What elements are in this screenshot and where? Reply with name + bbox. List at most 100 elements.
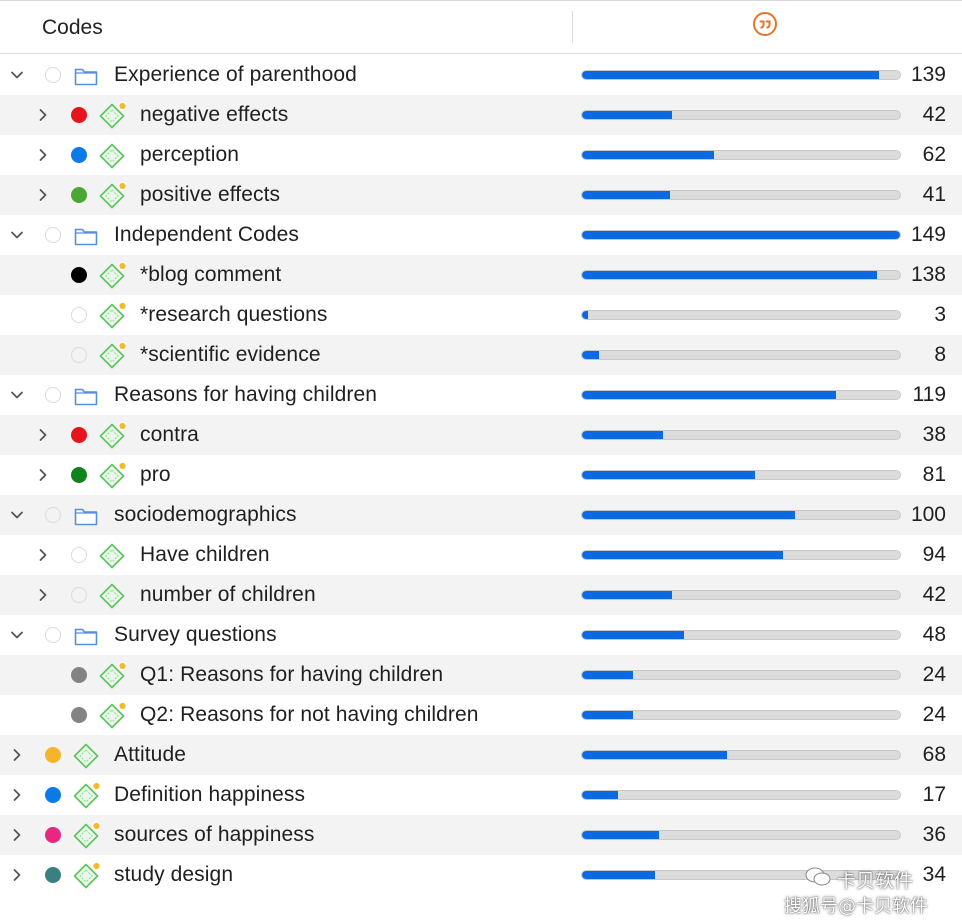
quotation-count: 42 (922, 583, 946, 606)
code-row[interactable]: sources of happiness 36 (0, 815, 962, 855)
code-icon (98, 142, 126, 170)
code-color-dot[interactable] (45, 507, 61, 523)
chevron-right-icon[interactable] (35, 547, 51, 563)
frequency-bar-fill (582, 231, 900, 239)
code-row[interactable]: *scientific evidence 8 (0, 335, 962, 375)
code-icon (98, 181, 127, 210)
code-row[interactable]: study design 34 (0, 855, 962, 895)
code-color-dot[interactable] (45, 627, 61, 643)
watermark-line1: 卡贝软件 (837, 870, 914, 892)
code-row[interactable]: negative effects 42 (0, 95, 962, 135)
chevron-right-icon[interactable] (9, 867, 25, 883)
code-color-dot[interactable] (71, 707, 87, 723)
quotation-count: 68 (922, 743, 946, 766)
codes-column-header[interactable]: Codes (42, 16, 103, 39)
code-color-dot[interactable] (71, 347, 87, 363)
code-label: Q2: Reasons for not having children (140, 703, 479, 726)
frequency-bar-fill (582, 631, 685, 639)
code-row[interactable]: number of children 42 (0, 575, 962, 615)
chevron-right-icon[interactable] (35, 587, 51, 603)
chevron-right-icon[interactable] (9, 827, 25, 843)
code-row[interactable]: *blog comment 138 (0, 255, 962, 295)
frequency-bar (581, 550, 901, 560)
column-separator[interactable] (572, 11, 573, 43)
code-color-dot[interactable] (71, 427, 87, 443)
code-color-dot[interactable] (71, 667, 87, 683)
frequency-bar-fill (582, 391, 836, 399)
chevron-down-icon[interactable] (9, 227, 25, 243)
code-label: study design (114, 863, 234, 886)
code-row[interactable]: Attitude 68 (0, 735, 962, 775)
code-label: *scientific evidence (140, 343, 321, 366)
codes-table-header: Codes (0, 0, 962, 54)
code-label: Reasons for having children (114, 383, 378, 406)
frequency-bar (581, 750, 901, 760)
chevron-down-icon[interactable] (9, 507, 25, 523)
chevron-down-icon[interactable] (9, 67, 25, 83)
quotation-count: 100 (910, 503, 946, 526)
code-color-dot[interactable] (71, 467, 87, 483)
code-row[interactable]: perception 62 (0, 135, 962, 175)
frequency-bar (581, 390, 901, 400)
quotation-count: 81 (922, 463, 946, 486)
code-row[interactable]: Definition happiness 17 (0, 775, 962, 815)
code-row[interactable]: Reasons for having children 119 (0, 375, 962, 415)
code-row[interactable]: contra 38 (0, 415, 962, 455)
code-color-dot[interactable] (45, 747, 61, 763)
quotation-icon[interactable] (752, 11, 778, 42)
chevron-right-icon[interactable] (35, 147, 51, 163)
code-row[interactable]: pro 81 (0, 455, 962, 495)
frequency-bar-fill (582, 311, 589, 319)
code-row[interactable]: sociodemographics 100 (0, 495, 962, 535)
code-color-dot[interactable] (45, 67, 61, 83)
frequency-bar (581, 190, 901, 200)
code-color-dot[interactable] (45, 787, 61, 803)
code-color-dot[interactable] (71, 147, 87, 163)
quotation-count: 119 (912, 383, 946, 406)
code-row[interactable]: *research questions 3 (0, 295, 962, 335)
quotation-count: 34 (922, 863, 946, 886)
chevron-right-icon[interactable] (35, 427, 51, 443)
code-label: *blog comment (140, 263, 282, 286)
frequency-bar (581, 870, 901, 880)
code-row[interactable]: Have children 94 (0, 535, 962, 575)
code-color-dot[interactable] (45, 387, 61, 403)
code-color-dot[interactable] (71, 587, 87, 603)
frequency-bar-fill (582, 591, 672, 599)
code-color-dot[interactable] (71, 187, 87, 203)
chevron-down-icon[interactable] (9, 387, 25, 403)
chevron-right-icon[interactable] (35, 107, 51, 123)
code-color-dot[interactable] (71, 307, 87, 323)
frequency-bar-fill (582, 671, 634, 679)
quotation-count: 139 (910, 63, 946, 86)
codes-tree: Experience of parenthood 139 negative effe… (0, 55, 962, 895)
code-row[interactable]: Survey questions 48 (0, 615, 962, 655)
chevron-right-icon[interactable] (35, 467, 51, 483)
code-color-dot[interactable] (45, 867, 61, 883)
frequency-bar (581, 350, 901, 360)
code-label: contra (140, 423, 199, 446)
code-icon (98, 341, 127, 370)
code-row[interactable]: Q1: Reasons for having children 24 (0, 655, 962, 695)
code-icon (98, 101, 127, 130)
code-color-dot[interactable] (71, 107, 87, 123)
chevron-right-icon[interactable] (9, 787, 25, 803)
code-icon (98, 542, 126, 570)
code-color-dot[interactable] (71, 547, 87, 563)
code-color-dot[interactable] (71, 267, 87, 283)
code-row[interactable]: positive effects 41 (0, 175, 962, 215)
frequency-bar-fill (582, 431, 664, 439)
code-row[interactable]: Q2: Reasons for not having children 24 (0, 695, 962, 735)
code-color-dot[interactable] (45, 227, 61, 243)
chevron-right-icon[interactable] (9, 747, 25, 763)
quotation-count: 62 (922, 143, 946, 166)
frequency-bar-fill (582, 191, 670, 199)
chevron-right-icon[interactable] (35, 187, 51, 203)
code-icon (72, 861, 101, 890)
code-row[interactable]: Independent Codes 149 (0, 215, 962, 255)
code-row[interactable]: Experience of parenthood 139 (0, 55, 962, 95)
chevron-down-icon[interactable] (9, 627, 25, 643)
code-color-dot[interactable] (45, 827, 61, 843)
quotation-count: 8 (934, 343, 946, 366)
quotation-count: 48 (922, 623, 946, 646)
